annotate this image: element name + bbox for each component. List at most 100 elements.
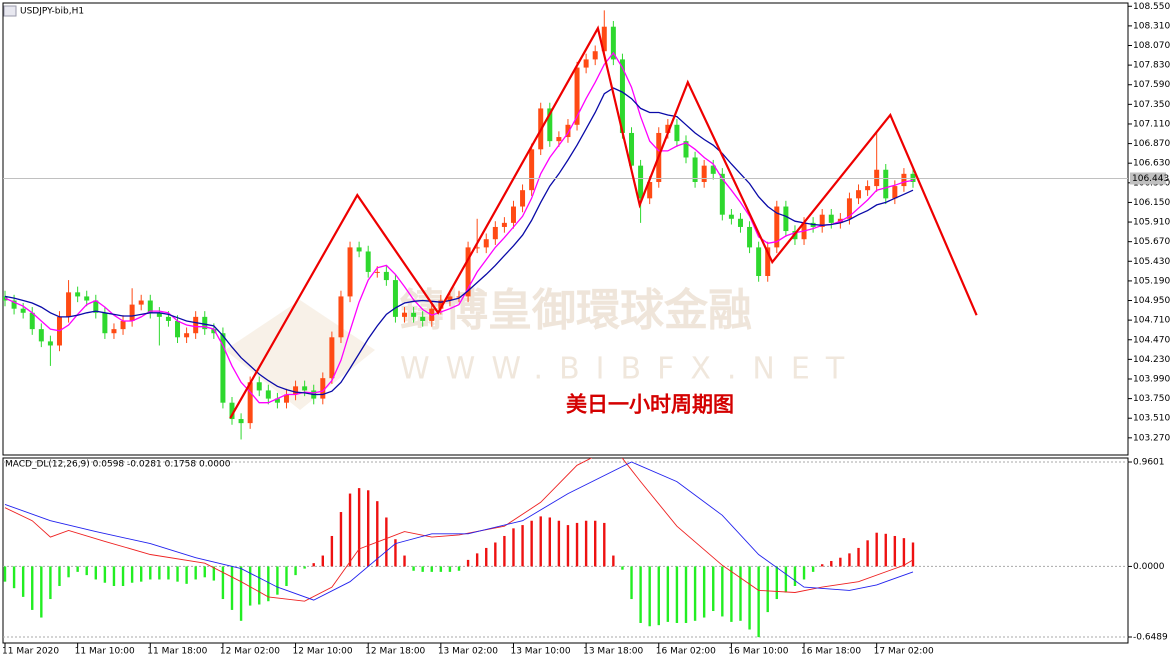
candle-body bbox=[583, 59, 589, 68]
macd-bar bbox=[121, 566, 125, 587]
candle-body bbox=[483, 239, 489, 248]
watermark: 鑄博皇御環球金融 bbox=[400, 285, 752, 336]
y-tick-label: 105.190 bbox=[1133, 276, 1170, 286]
macd-bar bbox=[485, 547, 488, 567]
macd-bar bbox=[239, 566, 243, 621]
macd-bar bbox=[357, 488, 361, 567]
x-tick-label: 12 Mar 18:00 bbox=[365, 647, 425, 657]
candle-body bbox=[20, 308, 26, 313]
candle-body bbox=[84, 296, 90, 301]
macd-bar bbox=[775, 566, 778, 600]
candle-body bbox=[737, 218, 743, 227]
macd-bar bbox=[103, 566, 107, 583]
y-tick-label: 108.550 bbox=[1133, 2, 1170, 12]
y-tick-label: 0.9601 bbox=[1133, 458, 1165, 468]
macd-bar bbox=[475, 553, 479, 567]
candle-body bbox=[247, 382, 253, 424]
x-tick-label: 13 Mar 18:00 bbox=[583, 647, 643, 657]
x-tick-label: 17 Mar 02:00 bbox=[874, 647, 934, 657]
y-tick-label: 103.270 bbox=[1133, 433, 1170, 443]
macd-bar bbox=[566, 525, 570, 567]
macd-bar bbox=[630, 566, 633, 600]
macd-bar bbox=[176, 566, 179, 582]
watermark-url: WWW.BIBFX.NET bbox=[400, 352, 860, 387]
macd-bar bbox=[439, 566, 443, 572]
candle-body bbox=[728, 214, 734, 219]
macd-bar bbox=[730, 566, 733, 622]
macd-bar bbox=[49, 566, 52, 600]
macd-bar bbox=[911, 542, 915, 567]
chart-title: USDJPY-bib,H1 bbox=[20, 7, 84, 17]
candle-body bbox=[75, 292, 81, 297]
macd-bar bbox=[140, 566, 143, 582]
macd-bar bbox=[621, 566, 624, 570]
macd-bar bbox=[702, 566, 706, 618]
macd-bar bbox=[639, 566, 642, 623]
y-tick-label: -0.6489 bbox=[1133, 633, 1168, 643]
macd-bar bbox=[212, 566, 216, 581]
y-tick-label: 105.430 bbox=[1133, 257, 1170, 267]
macd-bar bbox=[512, 528, 515, 567]
candle-body bbox=[856, 190, 862, 199]
candle-body bbox=[638, 165, 644, 199]
macd-bar bbox=[748, 566, 751, 630]
candle-body bbox=[683, 141, 689, 158]
macd-bar bbox=[185, 566, 188, 584]
candle-body bbox=[447, 296, 453, 301]
candle-body bbox=[701, 165, 707, 183]
candle-body bbox=[66, 292, 72, 317]
candle-body bbox=[402, 312, 408, 317]
candle-body bbox=[184, 333, 190, 338]
macd-bar bbox=[539, 516, 542, 567]
candle-body bbox=[420, 316, 426, 321]
macd-bar bbox=[494, 542, 497, 567]
candle-body bbox=[383, 271, 389, 281]
candle-body bbox=[520, 190, 526, 207]
macd-bar bbox=[594, 520, 597, 567]
x-tick-label: 16 Mar 10:00 bbox=[728, 647, 788, 657]
macd-bar bbox=[221, 566, 225, 600]
x-tick-label: 13 Mar 02:00 bbox=[438, 647, 498, 657]
y-tick-label: 107.350 bbox=[1133, 100, 1170, 110]
macd-bar bbox=[67, 566, 70, 578]
candle-body bbox=[629, 132, 635, 166]
candle-body bbox=[846, 198, 852, 219]
candle-body bbox=[193, 316, 199, 334]
macd-bar bbox=[194, 566, 197, 580]
candle-body bbox=[647, 182, 653, 199]
candle-body bbox=[910, 173, 916, 183]
candle-body bbox=[756, 247, 762, 276]
candle-body bbox=[356, 247, 362, 252]
macd-bar bbox=[893, 535, 897, 567]
macd-bar bbox=[130, 566, 134, 583]
macd-bar bbox=[766, 566, 769, 613]
y-tick-label: 104.470 bbox=[1133, 335, 1170, 345]
macd-bar bbox=[466, 559, 470, 567]
y-tick-label: 107.590 bbox=[1133, 80, 1170, 90]
candle-body bbox=[874, 169, 880, 187]
macd-bar bbox=[503, 535, 506, 567]
macd-bar bbox=[584, 520, 588, 567]
candle-body bbox=[347, 247, 353, 297]
candle-body bbox=[175, 320, 181, 338]
macd-bar bbox=[612, 555, 615, 567]
macd-bar bbox=[675, 566, 679, 623]
candle-body bbox=[374, 271, 380, 273]
y-tick-label: 106.630 bbox=[1133, 159, 1170, 169]
macd-bar bbox=[693, 566, 697, 621]
candle-body bbox=[283, 394, 289, 403]
macd-bar bbox=[648, 566, 651, 627]
macd-line bbox=[4, 458, 914, 602]
candle-body bbox=[601, 26, 607, 52]
candle-body bbox=[465, 247, 471, 297]
main-plot bbox=[3, 10, 1128, 440]
macd-bar bbox=[657, 566, 660, 626]
macd-bar bbox=[884, 533, 887, 567]
macd-bar bbox=[58, 566, 61, 587]
candle-body bbox=[865, 186, 871, 191]
candle-body bbox=[256, 382, 262, 391]
candle-body bbox=[529, 149, 535, 191]
candle-body bbox=[592, 51, 598, 60]
